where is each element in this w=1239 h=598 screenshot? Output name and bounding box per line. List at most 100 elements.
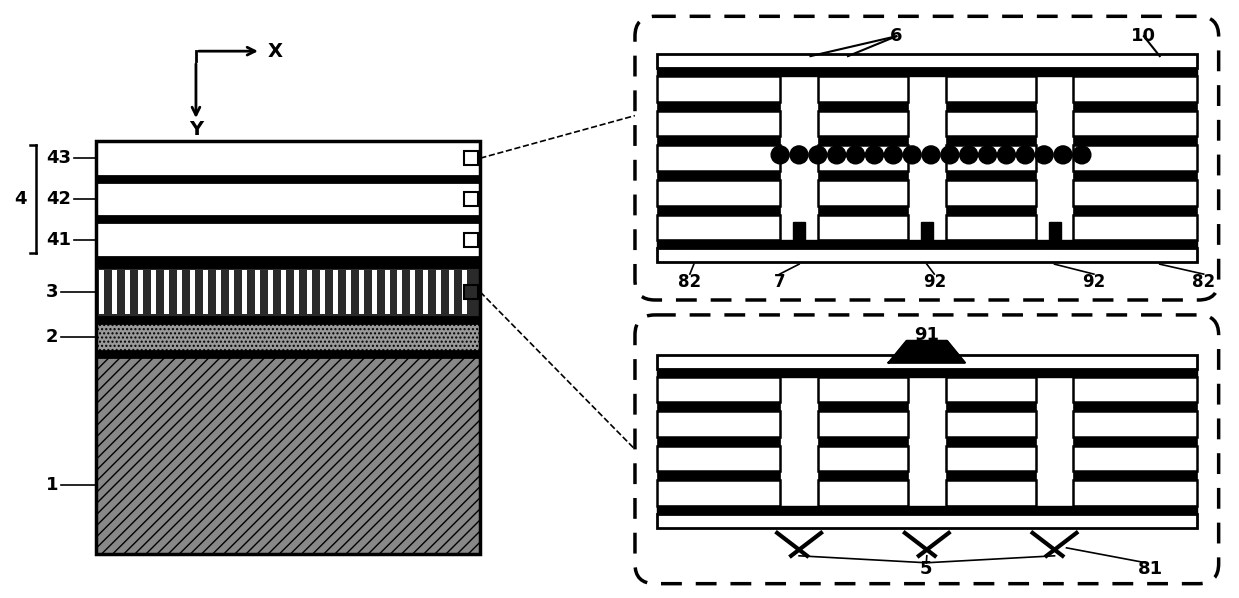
Bar xyxy=(97,323,481,351)
Bar xyxy=(657,145,781,171)
Bar xyxy=(921,222,933,242)
Bar xyxy=(945,402,1036,411)
Bar xyxy=(818,437,908,446)
Bar xyxy=(818,402,908,411)
Bar xyxy=(164,270,169,314)
Text: 92: 92 xyxy=(1083,273,1105,291)
Circle shape xyxy=(979,146,996,164)
Bar xyxy=(97,357,481,554)
Bar xyxy=(657,68,1197,76)
Bar xyxy=(1073,111,1197,136)
Bar xyxy=(945,76,1036,102)
Bar xyxy=(332,270,338,314)
Text: 41: 41 xyxy=(46,231,71,249)
Bar xyxy=(99,270,104,314)
Bar xyxy=(945,446,1036,471)
Bar xyxy=(818,76,908,102)
Bar xyxy=(818,215,908,240)
Bar xyxy=(793,222,805,242)
Circle shape xyxy=(790,146,808,164)
Bar xyxy=(320,270,325,314)
Bar xyxy=(945,145,1036,171)
Bar xyxy=(945,171,1036,180)
Bar xyxy=(818,480,908,506)
Text: 3: 3 xyxy=(46,283,58,301)
Circle shape xyxy=(771,146,789,164)
FancyBboxPatch shape xyxy=(634,16,1219,300)
Circle shape xyxy=(1016,146,1035,164)
Bar xyxy=(657,240,1197,248)
Bar xyxy=(945,180,1036,206)
Bar xyxy=(657,480,781,506)
Bar xyxy=(657,171,781,180)
Bar xyxy=(1073,411,1197,437)
Text: Y: Y xyxy=(188,120,203,139)
Bar xyxy=(818,171,908,180)
Bar xyxy=(97,182,481,216)
Bar xyxy=(657,111,781,136)
Bar xyxy=(945,471,1036,480)
Bar xyxy=(255,270,260,314)
Circle shape xyxy=(997,146,1016,164)
Bar xyxy=(945,136,1036,145)
Bar xyxy=(657,76,781,102)
Circle shape xyxy=(885,146,902,164)
Bar xyxy=(177,270,182,314)
Bar xyxy=(281,270,286,314)
FancyBboxPatch shape xyxy=(634,315,1219,584)
Bar xyxy=(657,377,781,402)
Bar xyxy=(1073,145,1197,171)
Bar xyxy=(229,270,234,314)
Bar xyxy=(657,402,781,411)
Bar xyxy=(465,233,478,247)
Bar xyxy=(657,446,781,471)
Bar xyxy=(945,437,1036,446)
Circle shape xyxy=(903,146,921,164)
Circle shape xyxy=(1073,146,1090,164)
Bar xyxy=(97,267,481,317)
Bar xyxy=(190,270,195,314)
Bar xyxy=(945,111,1036,136)
Bar xyxy=(151,270,156,314)
Bar xyxy=(945,206,1036,215)
Bar xyxy=(1073,402,1197,411)
Bar xyxy=(657,215,781,240)
Bar xyxy=(945,215,1036,240)
Bar xyxy=(1073,446,1197,471)
Text: 92: 92 xyxy=(923,273,945,291)
Bar xyxy=(372,270,377,314)
Bar xyxy=(657,514,1197,528)
Text: X: X xyxy=(268,42,282,60)
Bar xyxy=(346,270,351,314)
Bar xyxy=(818,206,908,215)
Circle shape xyxy=(1054,146,1072,164)
Bar xyxy=(818,111,908,136)
Bar xyxy=(818,180,908,206)
Bar xyxy=(657,136,781,145)
Bar xyxy=(1073,76,1197,102)
Text: 91: 91 xyxy=(914,326,939,344)
Bar xyxy=(1073,471,1197,480)
Text: 10: 10 xyxy=(1131,28,1156,45)
Bar xyxy=(465,285,478,299)
Bar xyxy=(818,446,908,471)
Bar xyxy=(97,317,481,323)
Bar xyxy=(657,206,781,215)
Bar xyxy=(945,102,1036,111)
Bar xyxy=(465,192,478,206)
Text: 1: 1 xyxy=(46,476,58,494)
Bar xyxy=(657,248,1197,262)
Circle shape xyxy=(809,146,826,164)
Bar xyxy=(657,180,781,206)
Bar xyxy=(462,270,467,314)
Bar xyxy=(294,270,299,314)
Bar xyxy=(138,270,142,314)
Bar xyxy=(242,270,247,314)
Text: 42: 42 xyxy=(46,190,71,208)
Bar xyxy=(818,377,908,402)
Bar xyxy=(450,270,455,314)
Bar xyxy=(657,471,781,480)
Circle shape xyxy=(866,146,883,164)
Bar xyxy=(97,222,481,257)
Text: 2: 2 xyxy=(46,328,58,346)
